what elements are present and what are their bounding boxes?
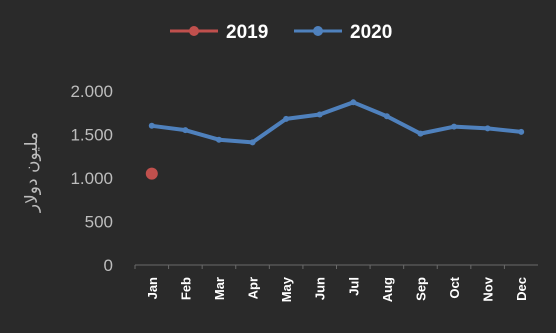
- y-tick-label: 1.000: [70, 169, 113, 188]
- legend-marker-2020: [313, 26, 323, 36]
- x-tick-label: Feb: [178, 277, 193, 300]
- data-point-2020: [451, 123, 458, 130]
- y-axis-title: مليون دولار: [22, 132, 42, 213]
- data-point-2020: [283, 115, 290, 122]
- data-point-2020: [484, 125, 491, 132]
- data-point-2020: [182, 127, 189, 134]
- y-axis-ticks: 0 500 1.000 1.500 2.000: [70, 82, 113, 275]
- legend-marker-2019: [189, 26, 199, 36]
- legend-item-2019: 2019: [170, 22, 268, 43]
- legend-label-2019: 2019: [226, 22, 268, 43]
- x-tick-label: Nov: [481, 276, 496, 301]
- data-point-2019: [145, 167, 158, 180]
- y-tick-label: 1.500: [70, 126, 113, 145]
- x-tick-label: Aug: [380, 277, 395, 302]
- x-tick-label: Dec: [514, 277, 529, 301]
- data-point-2020: [215, 136, 222, 143]
- data-point-2020: [518, 128, 525, 135]
- data-point-2020: [316, 111, 323, 118]
- x-tick-label: Sep: [413, 277, 428, 301]
- x-axis-ticks: Jan Feb Mar Apr May Jun Jul Aug Sep Oct Nov Dec: [134, 265, 529, 302]
- legend: 2019 2020: [170, 22, 392, 43]
- x-tick-label: May: [279, 276, 294, 302]
- y-tick-label: 500: [85, 213, 113, 232]
- data-point-2020: [417, 130, 424, 137]
- data-point-2020: [249, 139, 256, 146]
- series-layer: [145, 99, 525, 180]
- x-tick-label: Jun: [313, 277, 328, 300]
- legend-label-2020: 2020: [350, 22, 392, 43]
- legend-item-2020: 2020: [294, 22, 392, 43]
- y-tick-label: 0: [104, 256, 113, 275]
- x-tick-label: Jul: [346, 277, 361, 296]
- y-tick-label: 2.000: [70, 82, 113, 101]
- x-tick-label: Mar: [212, 277, 227, 300]
- series-line-2020: [151, 100, 522, 145]
- x-tick-label: Apr: [246, 277, 261, 299]
- x-tick-label: Oct: [447, 276, 462, 298]
- data-point-2020: [350, 99, 357, 106]
- data-point-2020: [148, 122, 155, 129]
- x-tick-label: Jan: [145, 277, 160, 299]
- data-point-2020: [383, 113, 390, 120]
